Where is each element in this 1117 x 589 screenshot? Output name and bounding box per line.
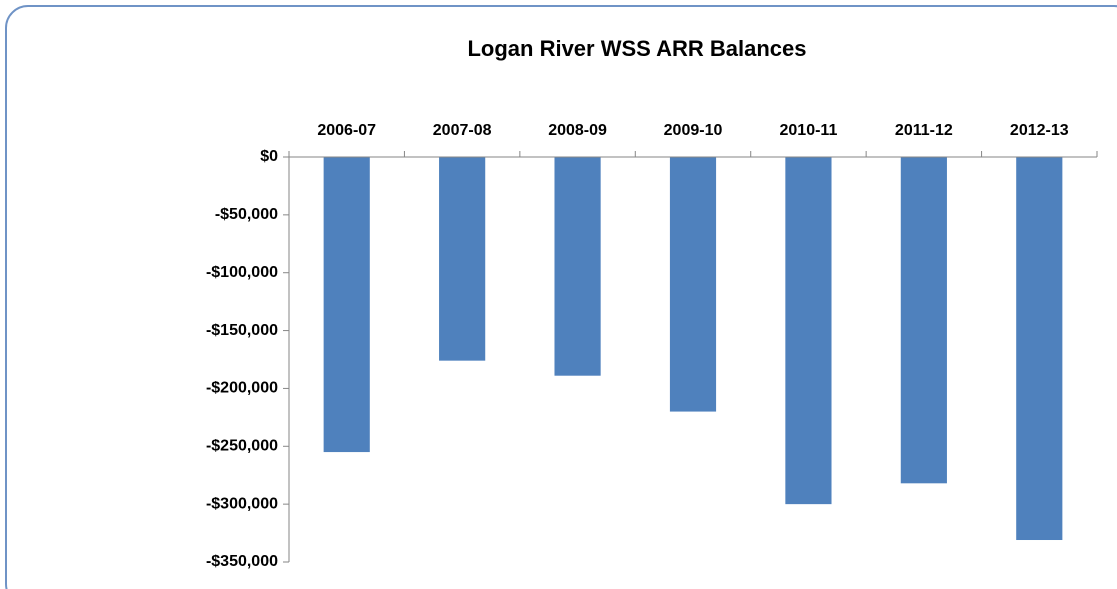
y-tick-label: -$250,000 xyxy=(206,438,278,455)
y-tick-label: -$100,000 xyxy=(206,264,278,281)
y-tick-label: -$300,000 xyxy=(206,495,278,512)
y-tick-label: $0 xyxy=(260,148,278,165)
y-tick-label: -$200,000 xyxy=(206,380,278,397)
bar xyxy=(439,157,486,361)
y-tick-label: -$350,000 xyxy=(206,553,278,570)
bar xyxy=(554,157,601,376)
x-tick-label: 2007-08 xyxy=(433,122,492,139)
x-tick-label: 2010-11 xyxy=(780,122,838,139)
y-tick-label: -$150,000 xyxy=(206,322,278,339)
x-tick-label: 2011-12 xyxy=(895,122,953,139)
bar xyxy=(323,157,370,453)
x-tick-label: 2006-07 xyxy=(317,122,376,139)
bar xyxy=(1016,157,1063,541)
x-tick-label: 2009-10 xyxy=(664,122,723,139)
bar xyxy=(900,157,947,484)
bar xyxy=(785,157,832,505)
x-tick-label: 2008-09 xyxy=(548,122,607,139)
bar xyxy=(669,157,717,412)
x-tick-label: 2012-13 xyxy=(1010,122,1069,139)
chart-title: Logan River WSS ARR Balances xyxy=(467,36,806,61)
y-tick-label: -$50,000 xyxy=(215,206,278,223)
